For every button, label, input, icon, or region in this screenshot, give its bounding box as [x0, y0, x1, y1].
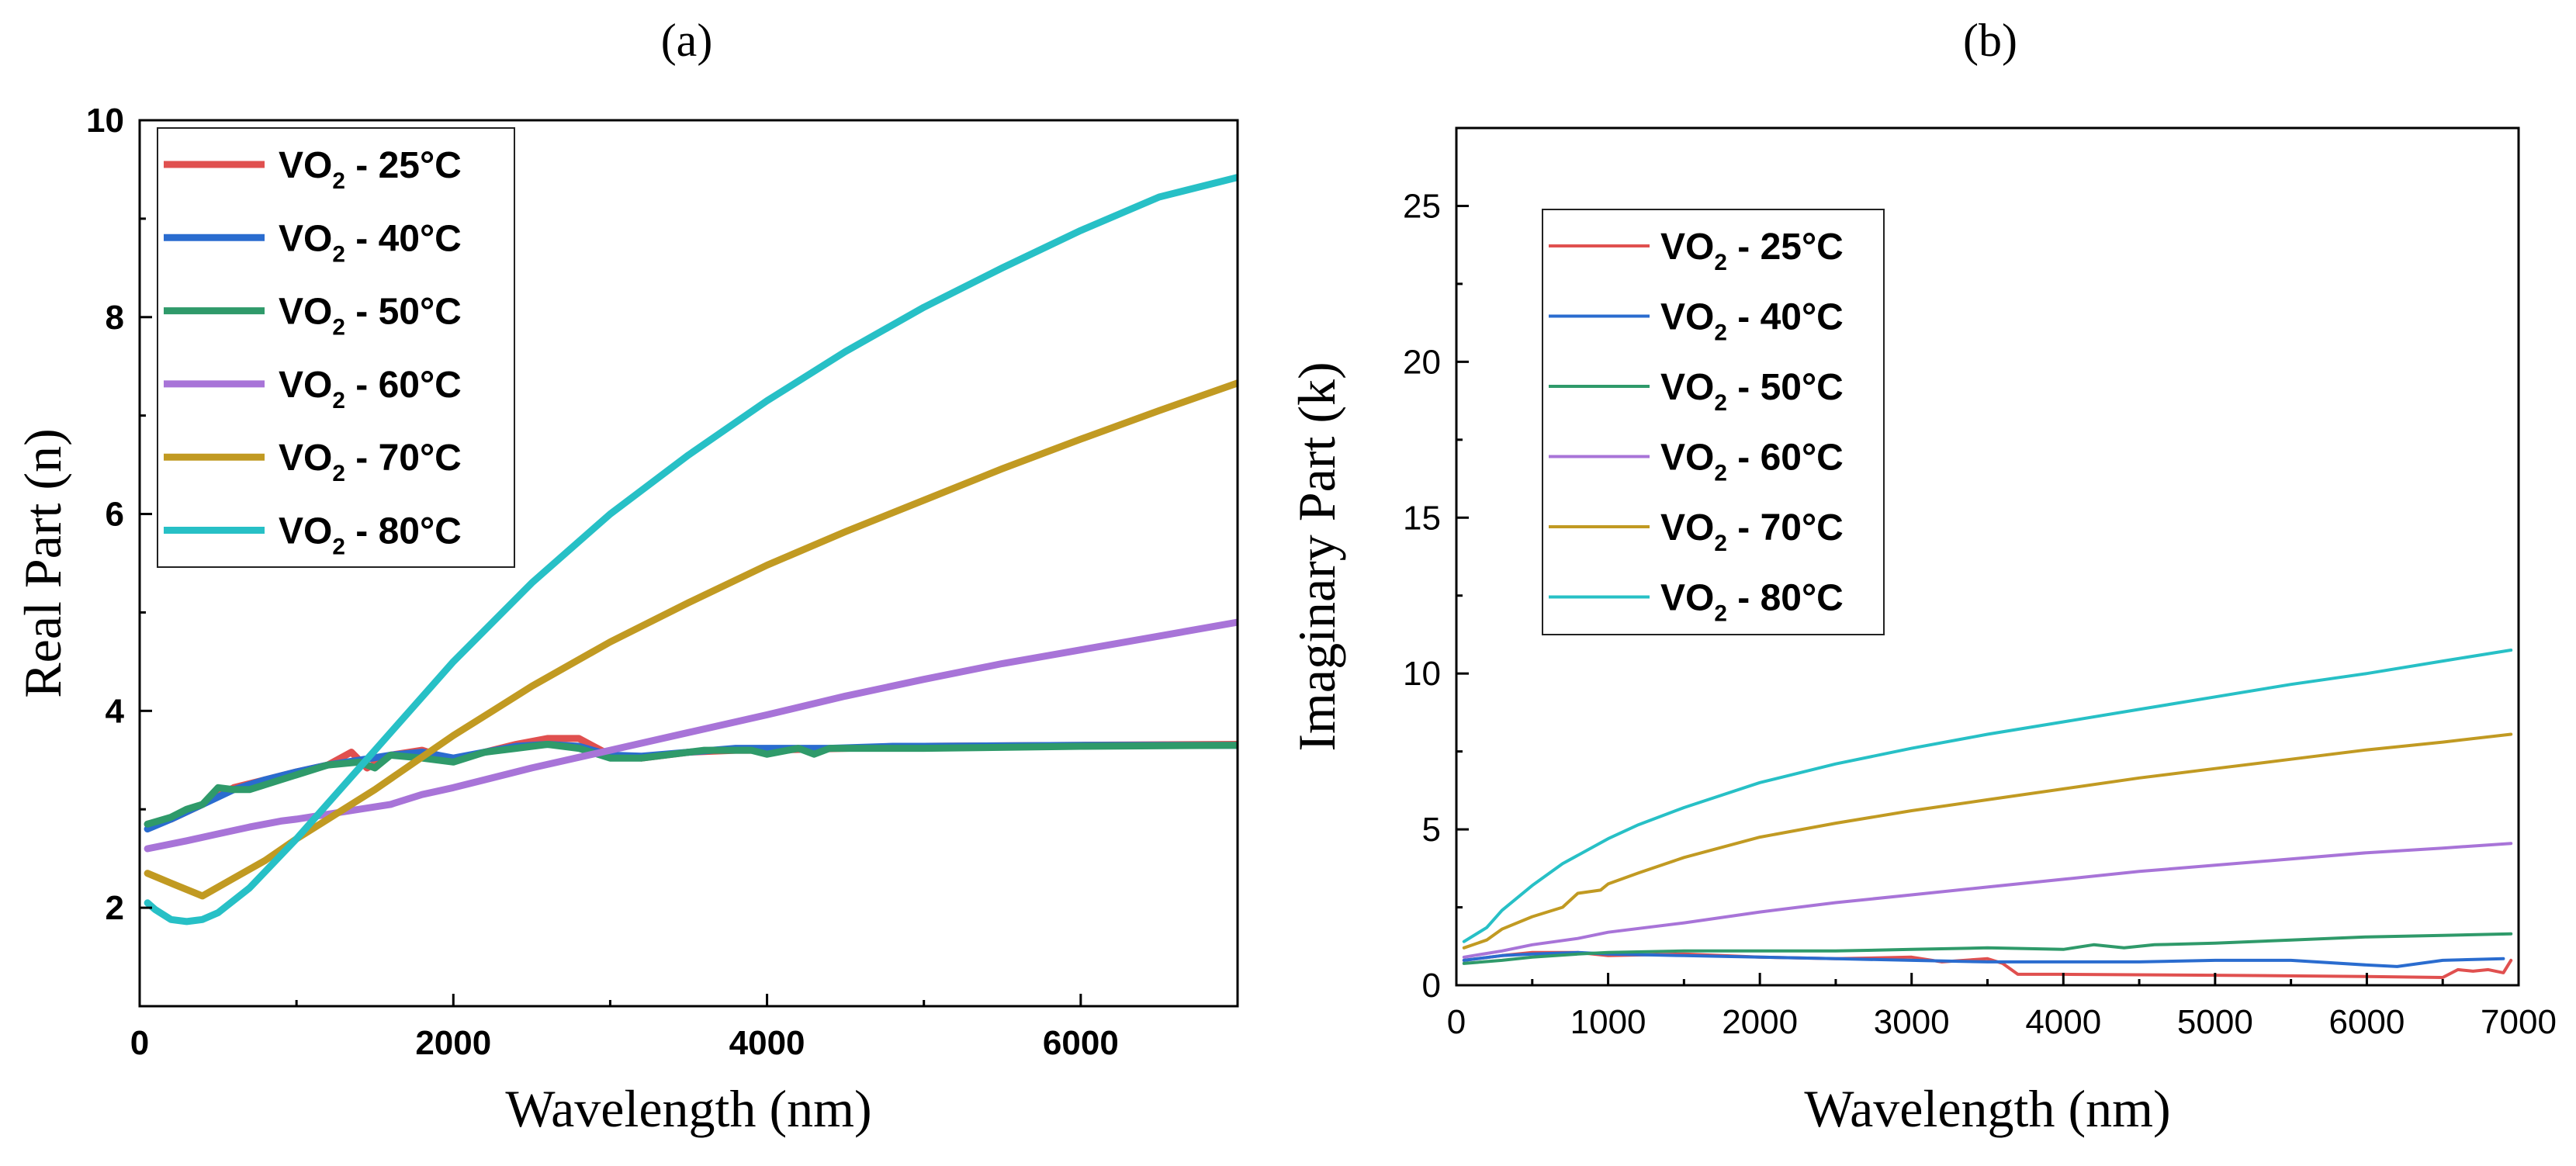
legend-entry-rest: - 70°C: [345, 438, 462, 479]
panel-label: (b): [1963, 15, 2017, 66]
x-axis-label: Wavelength (nm): [505, 1079, 871, 1138]
chart-panel-a: (a) 0 2000 4000 6000 2 4 6 8 10 Wavelength (nm) Rea…: [13, 15, 1239, 1138]
y-tick-label: 10: [1403, 655, 1441, 693]
legend-box: [157, 127, 515, 568]
x-tick-label: 0: [1447, 1003, 1466, 1041]
legend-entry-sub: 2: [1714, 320, 1727, 346]
y-tick-label: 6: [106, 496, 124, 534]
x-tick-label: 0: [130, 1024, 149, 1062]
x-tick-label: 2000: [1722, 1003, 1798, 1041]
x-tick-label: 2000: [415, 1024, 491, 1062]
legend-entry: VO2 - 40°C: [279, 218, 462, 267]
series-line-80c: [144, 174, 1238, 926]
y-tick-label: 20: [1403, 343, 1441, 381]
legend-entry-rest: - 40°C: [345, 218, 462, 259]
legend-entry-rest: - 40°C: [1727, 297, 1844, 338]
legend-entry-main: VO: [1660, 578, 1714, 619]
series-line-50c: [1462, 932, 2513, 965]
series-group: [144, 174, 1238, 926]
legend-entry-sub: 2: [332, 315, 345, 341]
legend-entry-main: VO: [279, 145, 332, 186]
legend-entry-main: VO: [279, 511, 332, 552]
y-tick-label: 8: [106, 299, 124, 337]
x-tick-label: 4000: [2025, 1003, 2101, 1041]
x-tick-label: 3000: [1874, 1003, 1950, 1041]
legend-entry: VO2 - 80°C: [1660, 578, 1844, 627]
legend-entry: VO2 - 80°C: [279, 511, 462, 560]
legend-entry-sub: 2: [332, 461, 345, 486]
y-tick-label: 15: [1403, 499, 1441, 537]
legend-entry-sub: 2: [1714, 601, 1727, 627]
legend-entry-main: VO: [1660, 297, 1714, 338]
legend-entry: VO2 - 60°C: [1660, 438, 1844, 486]
y-tick-label: 0: [1422, 967, 1441, 1005]
y-tick-label: 10: [86, 102, 124, 140]
legend-entry-rest: - 25°C: [345, 145, 462, 186]
y-tick-label: 4: [106, 692, 125, 730]
series-line-60c: [144, 618, 1238, 853]
legend-entry-main: VO: [1660, 227, 1714, 268]
legend-entry-main: VO: [1660, 367, 1714, 408]
series-line-60c: [1462, 842, 2513, 959]
y-tick-label: 2: [106, 889, 124, 927]
legend-entry-main: VO: [279, 365, 332, 406]
legend-entry: VO2 - 70°C: [279, 438, 462, 486]
y-axis-label: Imaginary Part (k): [1287, 362, 1346, 751]
legend-entry-sub: 2: [1714, 531, 1727, 556]
legend-entry: VO2 - 70°C: [1660, 507, 1844, 556]
legend-entry-rest: - 25°C: [1727, 227, 1844, 268]
legend-entry-rest: - 50°C: [1727, 367, 1844, 408]
legend-entry: VO2 - 60°C: [279, 365, 462, 413]
series-line-70c: [144, 379, 1238, 900]
legend-entry-rest: - 80°C: [345, 511, 462, 552]
legend-entry-main: VO: [279, 292, 332, 333]
x-tick-label: 6000: [2328, 1003, 2405, 1041]
legend-entry-main: VO: [279, 218, 332, 259]
x-tick-label: 5000: [2177, 1003, 2253, 1041]
series-group: [1462, 649, 2513, 979]
legend-entry-main: VO: [279, 438, 332, 479]
x-tick-label: 6000: [1043, 1024, 1119, 1062]
plot-frame: [138, 119, 1239, 1008]
legend-entry-rest: - 60°C: [345, 365, 462, 406]
legend-entry: VO2 - 50°C: [279, 292, 462, 341]
x-axis-label: Wavelength (nm): [1804, 1079, 2170, 1138]
legend-entry: VO2 - 25°C: [279, 145, 462, 194]
legend-entry-sub: 2: [1714, 390, 1727, 416]
y-axis-label: Real Part (n): [13, 428, 72, 697]
x-tick-label: 7000: [2481, 1003, 2557, 1041]
x-tick-label: 1000: [1570, 1003, 1646, 1041]
legend-entry-rest: - 70°C: [1727, 507, 1844, 548]
series-line-50c: [144, 741, 1238, 828]
legend-entry: VO2 - 25°C: [1660, 227, 1844, 275]
legend-entry: VO2 - 50°C: [1660, 367, 1844, 416]
y-tick-label: 25: [1403, 187, 1441, 225]
y-tick-label: 5: [1422, 811, 1441, 849]
legend-box: [1542, 209, 1885, 635]
legend-entry-sub: 2: [332, 241, 345, 267]
legend-entry-sub: 2: [332, 388, 345, 413]
legend-entry-rest: - 50°C: [345, 292, 462, 333]
series-line-40c: [1462, 950, 2505, 968]
legend-entry-main: VO: [1660, 507, 1714, 548]
x-tick-label: 4000: [729, 1024, 805, 1062]
legend-entry-rest: - 60°C: [1727, 438, 1844, 479]
legend-entry-sub: 2: [1714, 250, 1727, 275]
series-line-80c: [1462, 649, 2513, 943]
chart-panel-b: (b) 0 1000 2000 3000 4000 5000 6000 7000 0 5 10 15 20…: [1287, 15, 2557, 1138]
legend-entry-sub: 2: [1714, 461, 1727, 486]
panel-label: (a): [661, 15, 713, 66]
legend-entry-main: VO: [1660, 438, 1714, 479]
legend-entry: VO2 - 40°C: [1660, 297, 1844, 346]
legend-entry-sub: 2: [332, 535, 345, 560]
series-line-70c: [1462, 732, 2513, 950]
legend-entry-sub: 2: [332, 168, 345, 194]
legend-entry-rest: - 80°C: [1727, 578, 1844, 619]
